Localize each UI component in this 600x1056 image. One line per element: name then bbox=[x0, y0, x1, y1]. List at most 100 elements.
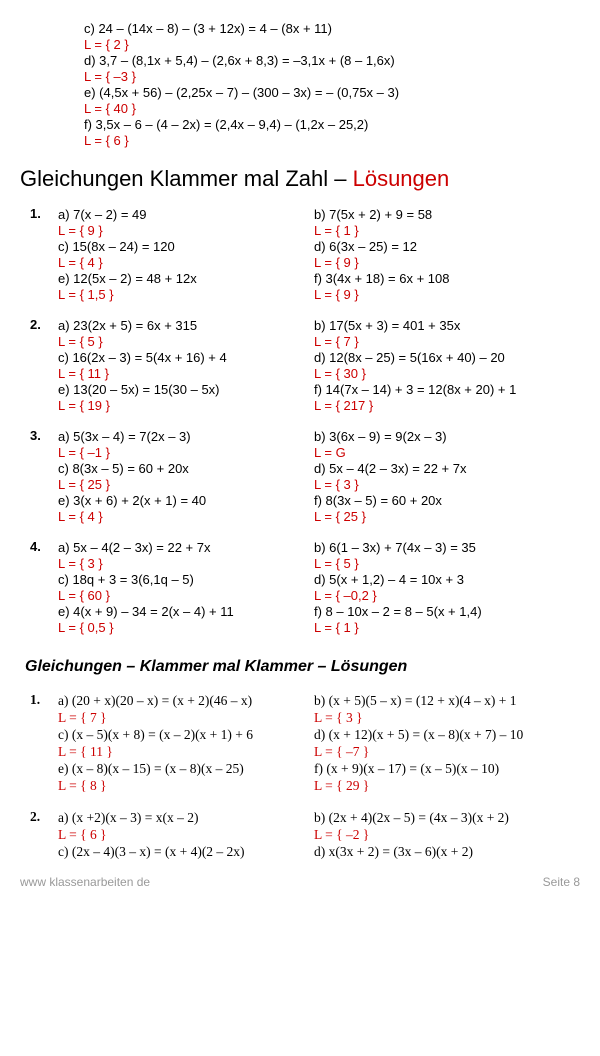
right-column: b) 17(5x + 3) = 401 + 35xL = { 7 }d) 12(… bbox=[314, 317, 570, 414]
right-column: b) 3(6x – 9) = 9(2x – 3)L = Gd) 5x – 4(2… bbox=[314, 428, 570, 525]
group-number: 3. bbox=[30, 428, 52, 443]
eq-line: c) 15(8x – 24) = 120 bbox=[58, 239, 314, 254]
sol-line: L = { 1,5 } bbox=[58, 287, 314, 302]
group-number: 1. bbox=[30, 206, 52, 221]
eq-line: b) (x + 5)(5 – x) = (12 + x)(4 – x) + 1 bbox=[314, 693, 570, 709]
eq-line: e) 13(20 – 5x) = 15(30 – 5x) bbox=[58, 382, 314, 397]
eq-line: a) (x +2)(x – 3) = x(x – 2) bbox=[58, 810, 314, 826]
sol-line: L = { 11 } bbox=[58, 366, 314, 381]
sol-line: L = { 3 } bbox=[314, 477, 570, 492]
exercise-group: 4. a) 5x – 4(2 – 3x) = 22 + 7xL = { 3 }c)… bbox=[30, 539, 570, 636]
group-number: 2. bbox=[30, 317, 52, 332]
sol-line: L = { –7 } bbox=[314, 744, 570, 760]
section-1: 1. a) 7(x – 2) = 49L = { 9 }c) 15(8x – 24… bbox=[30, 206, 570, 636]
eq-line: b) (2x + 4)(2x – 5) = (4x – 3)(x + 2) bbox=[314, 810, 570, 826]
sol-line: L = { –0,2 } bbox=[314, 588, 570, 603]
exercise-group: 2. a) 23(2x + 5) = 6x + 315L = { 5 }c) 16… bbox=[30, 317, 570, 414]
section-2: 1.a) (20 + x)(20 – x) = (x + 2)(46 – x)L… bbox=[30, 692, 570, 861]
sol-line: L = { 5 } bbox=[58, 334, 314, 349]
eq-line: a) (20 + x)(20 – x) = (x + 2)(46 – x) bbox=[58, 693, 314, 709]
sol-line: L = { 5 } bbox=[314, 556, 570, 571]
sol-line: L = { 1 } bbox=[314, 620, 570, 635]
sol-line: L = { 11 } bbox=[58, 744, 314, 760]
title-solutions: Lösungen bbox=[353, 166, 450, 191]
left-column: a) 5x – 4(2 – 3x) = 22 + 7xL = { 3 }c) 1… bbox=[58, 539, 314, 636]
sol-line: L = { 30 } bbox=[314, 366, 570, 381]
sol-line: L = { 3 } bbox=[58, 556, 314, 571]
sol-line: L = { 29 } bbox=[314, 778, 570, 794]
sol-line: L = { 0,5 } bbox=[58, 620, 314, 635]
right-column: b) (2x + 4)(2x – 5) = (4x – 3)(x + 2)L =… bbox=[314, 809, 570, 861]
sol-line: L = { –2 } bbox=[314, 827, 570, 843]
eq-line: c) 8(3x – 5) = 60 + 20x bbox=[58, 461, 314, 476]
right-column: b) 6(1 – 3x) + 7(4x – 3) = 35L = { 5 }d)… bbox=[314, 539, 570, 636]
sol-line: L = { 7 } bbox=[58, 710, 314, 726]
top-continuation: c) 24 – (14x – 8) – (3 + 12x) = 4 – (8x … bbox=[84, 21, 570, 148]
eq-line: c) 24 – (14x – 8) – (3 + 12x) = 4 – (8x … bbox=[84, 21, 570, 36]
eq-line: b) 17(5x + 3) = 401 + 35x bbox=[314, 318, 570, 333]
eq-line: f) 8(3x – 5) = 60 + 20x bbox=[314, 493, 570, 508]
group-number: 2. bbox=[30, 809, 52, 825]
sol-line: L = { 25 } bbox=[314, 509, 570, 524]
sol-line: L = { 60 } bbox=[58, 588, 314, 603]
sol-line: L = { –1 } bbox=[58, 445, 314, 460]
eq-line: e) (x – 8)(x – 15) = (x – 8)(x – 25) bbox=[58, 761, 314, 777]
section-subtitle: Gleichungen – Klammer mal Klammer – Lösu… bbox=[25, 658, 570, 676]
eq-line: f) (x + 9)(x – 17) = (x – 5)(x – 10) bbox=[314, 761, 570, 777]
sol-line: L = { 25 } bbox=[58, 477, 314, 492]
eq-line: e) 12(5x – 2) = 48 + 12x bbox=[58, 271, 314, 286]
eq-line: d) (x + 12)(x + 5) = (x – 8)(x + 7) – 10 bbox=[314, 727, 570, 743]
sol-line: L = { 9 } bbox=[314, 255, 570, 270]
sol-line: L = { 9 } bbox=[314, 287, 570, 302]
sol-line: L = { –3 } bbox=[84, 69, 570, 84]
eq-line: d) 5(x + 1,2) – 4 = 10x + 3 bbox=[314, 572, 570, 587]
sol-line: L = { 217 } bbox=[314, 398, 570, 413]
eq-line: d) 5x – 4(2 – 3x) = 22 + 7x bbox=[314, 461, 570, 476]
eq-line: b) 7(5x + 2) + 9 = 58 bbox=[314, 207, 570, 222]
sol-line: L = { 4 } bbox=[58, 255, 314, 270]
exercise-group: 3. a) 5(3x – 4) = 7(2x – 3)L = { –1 }c) 8… bbox=[30, 428, 570, 525]
left-column: a) 7(x – 2) = 49L = { 9 }c) 15(8x – 24) … bbox=[58, 206, 314, 303]
group-number: 4. bbox=[30, 539, 52, 554]
left-column: a) 5(3x – 4) = 7(2x – 3)L = { –1 }c) 8(3… bbox=[58, 428, 314, 525]
group-number: 1. bbox=[30, 692, 52, 708]
footer-page: Seite 8 bbox=[543, 875, 580, 889]
sol-line: L = { 6 } bbox=[84, 133, 570, 148]
sol-line: L = { 1 } bbox=[314, 223, 570, 238]
eq-line: d) 6(3x – 25) = 12 bbox=[314, 239, 570, 254]
right-column: b) (x + 5)(5 – x) = (12 + x)(4 – x) + 1L… bbox=[314, 692, 570, 795]
eq-line: e) 3(x + 6) + 2(x + 1) = 40 bbox=[58, 493, 314, 508]
left-column: a) 23(2x + 5) = 6x + 315L = { 5 }c) 16(2… bbox=[58, 317, 314, 414]
eq-line: f) 8 – 10x – 2 = 8 – 5(x + 1,4) bbox=[314, 604, 570, 619]
exercise-group: 2. a) (x +2)(x – 3) = x(x – 2)L = { 6 }c)… bbox=[30, 809, 570, 861]
sol-line: L = { 9 } bbox=[58, 223, 314, 238]
eq-line: e) 4(x + 9) – 34 = 2(x – 4) + 11 bbox=[58, 604, 314, 619]
eq-line: f) 14(7x – 14) + 3 = 12(8x + 20) + 1 bbox=[314, 382, 570, 397]
sol-line: L = { 4 } bbox=[58, 509, 314, 524]
eq-line: a) 5x – 4(2 – 3x) = 22 + 7x bbox=[58, 540, 314, 555]
eq-line: c) 16(2x – 3) = 5(4x + 16) + 4 bbox=[58, 350, 314, 365]
sol-line: L = { 2 } bbox=[84, 37, 570, 52]
eq-line: a) 23(2x + 5) = 6x + 315 bbox=[58, 318, 314, 333]
exercise-group: 1. a) 7(x – 2) = 49L = { 9 }c) 15(8x – 24… bbox=[30, 206, 570, 303]
eq-line: b) 3(6x – 9) = 9(2x – 3) bbox=[314, 429, 570, 444]
left-column: a) (x +2)(x – 3) = x(x – 2)L = { 6 }c) (… bbox=[58, 809, 314, 861]
sol-line: L = { 8 } bbox=[58, 778, 314, 794]
eq-line: d) x(3x + 2) = (3x – 6)(x + 2) bbox=[314, 844, 570, 860]
exercise-group: 1.a) (20 + x)(20 – x) = (x + 2)(46 – x)L… bbox=[30, 692, 570, 795]
eq-line: c) 18q + 3 = 3(6,1q – 5) bbox=[58, 572, 314, 587]
footer-url: www klassenarbeiten de bbox=[20, 875, 150, 889]
eq-line: e) (4,5x + 56) – (2,25x – 7) – (300 – 3x… bbox=[84, 85, 570, 100]
sol-line: L = { 3 } bbox=[314, 710, 570, 726]
sol-line: L = { 7 } bbox=[314, 334, 570, 349]
sol-line: L = { 40 } bbox=[84, 101, 570, 116]
eq-line: d) 12(8x – 25) = 5(16x + 40) – 20 bbox=[314, 350, 570, 365]
eq-line: c) (2x – 4)(3 – x) = (x + 4)(2 – 2x) bbox=[58, 844, 314, 860]
sol-line: L = { 19 } bbox=[58, 398, 314, 413]
eq-line: f) 3(4x + 18) = 6x + 108 bbox=[314, 271, 570, 286]
eq-line: a) 5(3x – 4) = 7(2x – 3) bbox=[58, 429, 314, 444]
sol-line: L = { 6 } bbox=[58, 827, 314, 843]
sol-line: L = G bbox=[314, 445, 570, 460]
section-title: Gleichungen Klammer mal Zahl – Lösungen bbox=[20, 166, 570, 192]
page-footer: www klassenarbeiten de Seite 8 bbox=[20, 875, 580, 889]
